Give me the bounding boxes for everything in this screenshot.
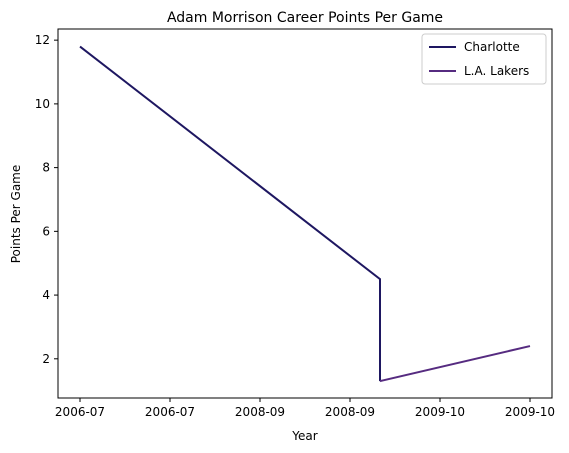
chart-title: Adam Morrison Career Points Per Game bbox=[167, 10, 443, 26]
y-tick-label: 12 bbox=[35, 33, 50, 47]
y-tick-label: 6 bbox=[42, 224, 50, 238]
series-line-l-a-lakers bbox=[379, 345, 531, 383]
x-tick-label: 2006-07 bbox=[55, 405, 105, 419]
y-tick-label: 10 bbox=[35, 97, 50, 111]
x-axis-label: Year bbox=[291, 429, 317, 443]
y-tick-label: 2 bbox=[42, 352, 50, 366]
legend-label-lakers: L.A. Lakers bbox=[464, 64, 529, 78]
y-tick-label: 8 bbox=[42, 161, 50, 175]
plot-frame bbox=[57, 28, 553, 399]
x-tick-label: 2008-09 bbox=[325, 405, 375, 419]
plot-area bbox=[57, 28, 553, 399]
legend-label-charlotte: Charlotte bbox=[464, 40, 520, 54]
x-axis: 2006-07 2006-07 2008-09 2008-09 2009-10 2009-… bbox=[55, 398, 555, 419]
legend: Charlotte L.A. Lakers bbox=[421, 33, 547, 85]
x-tick-label: 2008-09 bbox=[235, 405, 285, 419]
y-axis: 2 4 6 8 10 12 bbox=[35, 33, 58, 366]
y-axis-label: Points Per Game bbox=[9, 165, 23, 264]
x-tick-label: 2006-07 bbox=[145, 405, 195, 419]
y-tick-label: 4 bbox=[42, 288, 50, 302]
x-tick-label: 2009-10 bbox=[505, 405, 555, 419]
x-tick-label: 2009-10 bbox=[415, 405, 465, 419]
series-lines bbox=[79, 45, 531, 383]
series-line-charlotte bbox=[79, 45, 381, 382]
